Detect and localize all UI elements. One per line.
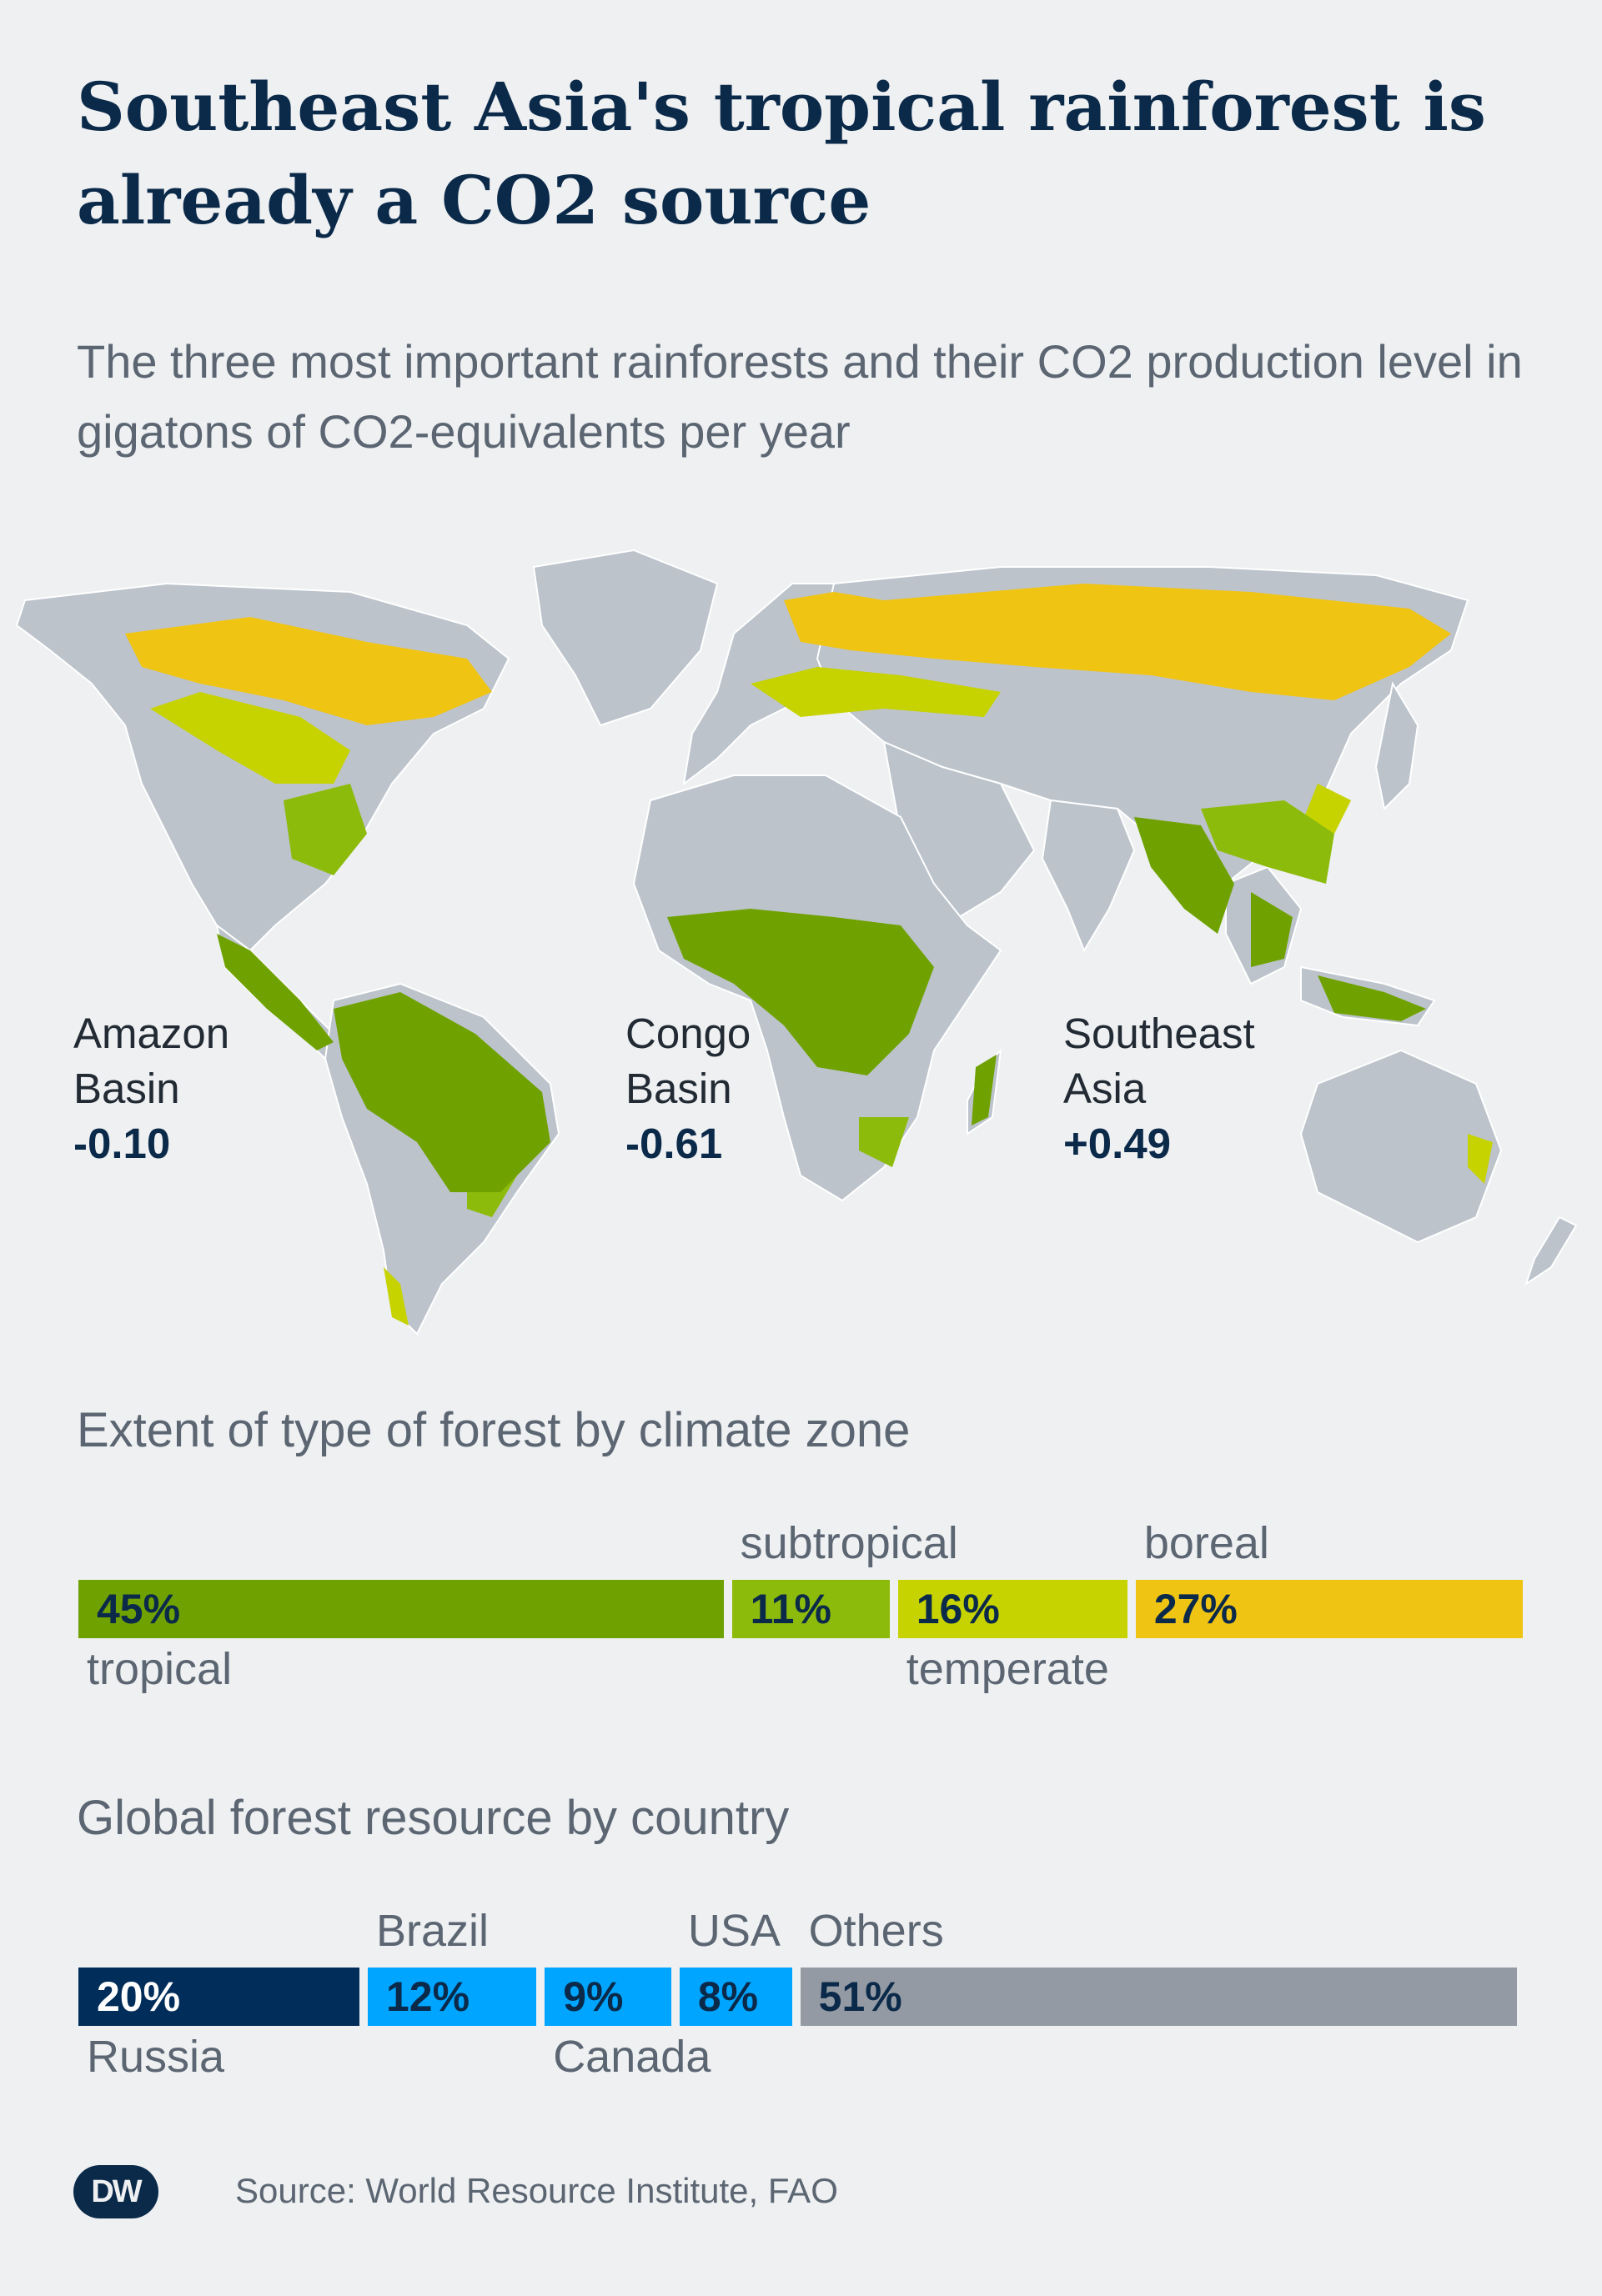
- category-label-temperate: temperate: [906, 1644, 1109, 1694]
- category-label-russia: Russia: [87, 2032, 225, 2082]
- climate-zone-bar-chart: 45% tropical 11% subtropical 16% temperate 27%…: [78, 1517, 1523, 1701]
- category-label-brazil: Brazil: [376, 1906, 490, 1956]
- climate-zone-chart-title: Extent of type of forest by climate zone: [77, 1403, 911, 1457]
- page-subtitle: The three most important rainforests and…: [77, 335, 1523, 458]
- bar-segment-brazil: 12%: [368, 1968, 537, 2026]
- source-note: Source: World Resource Institute, FAO: [235, 2171, 838, 2210]
- category-label-subtropical: subtropical: [740, 1518, 958, 1568]
- bar-segment-usa: 8%: [679, 1968, 792, 2026]
- category-label-usa: USA: [687, 1906, 781, 1956]
- region-congo-basin: Congo Basin -0.61: [625, 1006, 751, 1171]
- category-label-others: Others: [808, 1906, 944, 1956]
- bar-segment-tropical: 45%: [78, 1580, 724, 1638]
- world-map: [15, 549, 1578, 1336]
- bar-segment-canada: 9%: [545, 1968, 671, 2026]
- tropical-forest: [217, 817, 1426, 1192]
- bar-segment-temperate: 16%: [897, 1580, 1127, 1638]
- category-label-canada: Canada: [553, 2032, 711, 2082]
- region-value: -0.10: [73, 1120, 171, 1167]
- region-value: -0.61: [625, 1120, 723, 1167]
- bar-segment-russia: 20%: [78, 1968, 359, 2026]
- subtropical-forest: [284, 784, 1334, 1217]
- bar-segment-boreal: 27%: [1135, 1580, 1523, 1638]
- region-name-line1: Congo: [625, 1010, 751, 1057]
- bar-segment-others: 51%: [800, 1968, 1517, 2026]
- country-chart-title: Global forest resource by country: [77, 1791, 790, 1845]
- boreal-forest: [125, 584, 1451, 725]
- dw-logo: DW: [73, 2165, 158, 2218]
- region-name-line1: Southeast: [1063, 1010, 1255, 1057]
- region-name-line2: Asia: [1063, 1065, 1147, 1112]
- country-bar-chart: 20% Russia 12% Brazil 9% Canada 8% USA 51% Others: [78, 1905, 1517, 2088]
- region-name-line1: Amazon: [73, 1010, 230, 1057]
- page-title: Southeast Asia's tropical rainforest is …: [77, 68, 1486, 239]
- region-name-line2: Basin: [73, 1065, 180, 1112]
- region-southeast-asia: Southeast Asia +0.49: [1063, 1006, 1255, 1171]
- bar-segment-subtropical: 11%: [731, 1580, 890, 1638]
- category-label-tropical: tropical: [87, 1644, 233, 1694]
- region-amazon-basin: Amazon Basin -0.10: [73, 1006, 229, 1171]
- category-label-boreal: boreal: [1143, 1518, 1269, 1568]
- region-value: +0.49: [1063, 1120, 1172, 1167]
- region-name-line2: Basin: [625, 1065, 732, 1112]
